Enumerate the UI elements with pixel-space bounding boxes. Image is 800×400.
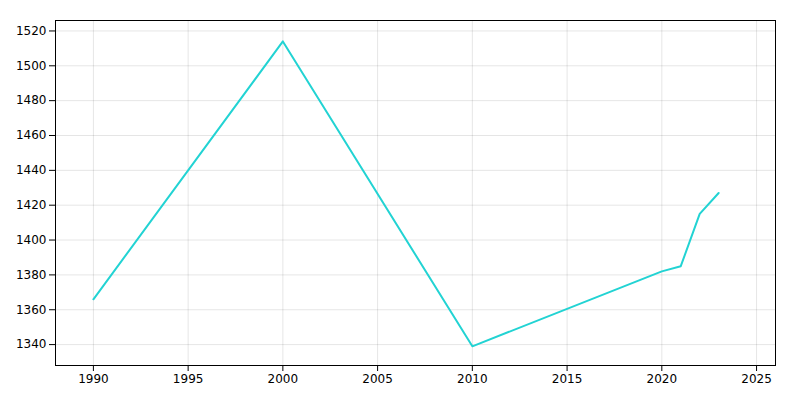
- svg-text:2015: 2015: [552, 372, 583, 386]
- svg-text:1360: 1360: [16, 303, 47, 317]
- svg-text:1420: 1420: [16, 198, 47, 212]
- svg-text:1480: 1480: [16, 93, 47, 107]
- svg-text:1520: 1520: [16, 24, 47, 38]
- svg-text:1500: 1500: [16, 59, 47, 73]
- svg-text:1380: 1380: [16, 268, 47, 282]
- svg-text:1995: 1995: [173, 372, 204, 386]
- svg-text:2000: 2000: [268, 372, 299, 386]
- svg-text:2025: 2025: [741, 372, 772, 386]
- svg-text:1440: 1440: [16, 163, 47, 177]
- svg-text:1990: 1990: [78, 372, 109, 386]
- svg-text:1340: 1340: [16, 337, 47, 351]
- svg-text:2010: 2010: [457, 372, 488, 386]
- svg-text:1400: 1400: [16, 233, 47, 247]
- svg-text:1460: 1460: [16, 128, 47, 142]
- svg-text:2005: 2005: [362, 372, 393, 386]
- svg-text:2020: 2020: [647, 372, 678, 386]
